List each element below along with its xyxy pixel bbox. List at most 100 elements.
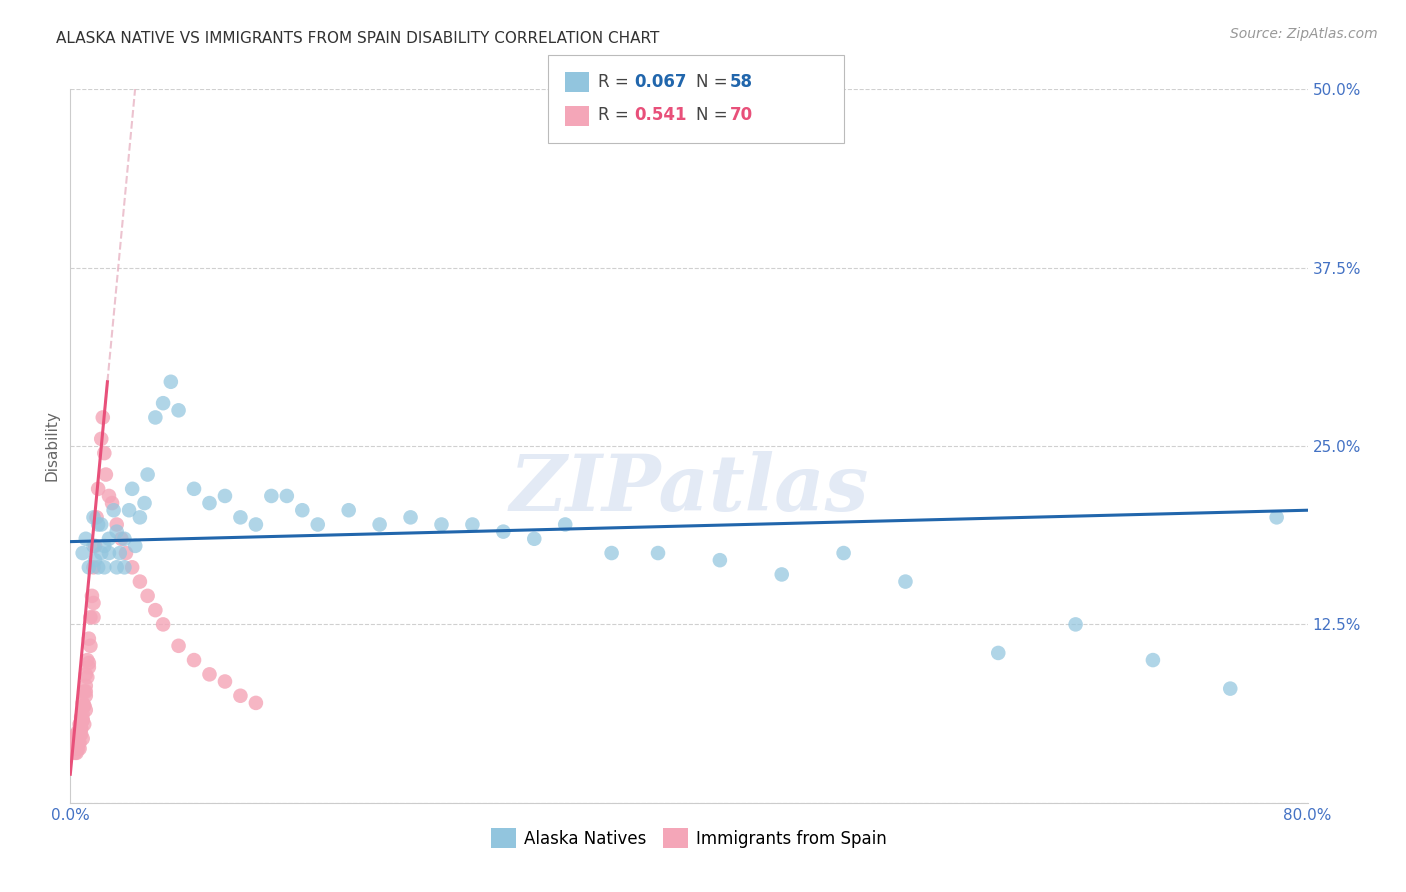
Point xyxy=(72,731,94,746)
Text: N =: N = xyxy=(696,72,733,90)
Point xyxy=(368,517,391,532)
Point xyxy=(80,589,103,603)
Text: 70: 70 xyxy=(730,106,752,124)
Point xyxy=(145,603,166,617)
Point xyxy=(77,560,100,574)
Point xyxy=(72,707,94,722)
Point xyxy=(82,596,105,610)
Point xyxy=(492,524,515,539)
Point xyxy=(894,574,917,589)
Point xyxy=(245,517,267,532)
Point xyxy=(90,546,112,560)
Point xyxy=(276,489,298,503)
Point xyxy=(70,722,93,736)
Point xyxy=(770,567,793,582)
Point xyxy=(73,698,96,713)
Point xyxy=(554,517,576,532)
Point xyxy=(79,610,101,624)
Point xyxy=(98,546,120,560)
Point xyxy=(1064,617,1087,632)
Point xyxy=(63,746,86,760)
Point xyxy=(84,553,107,567)
Point xyxy=(523,532,546,546)
Point xyxy=(82,510,105,524)
Point xyxy=(67,731,90,746)
Point xyxy=(63,731,86,746)
Point xyxy=(77,660,100,674)
Point xyxy=(105,560,128,574)
Point xyxy=(136,589,159,603)
Point xyxy=(67,736,90,750)
Point xyxy=(129,510,152,524)
Point xyxy=(1142,653,1164,667)
Point xyxy=(183,482,205,496)
Point xyxy=(183,653,205,667)
Point xyxy=(105,517,128,532)
Text: 58: 58 xyxy=(730,72,752,90)
Point xyxy=(115,546,138,560)
Point xyxy=(69,727,91,741)
Point xyxy=(67,724,90,739)
Point xyxy=(72,696,94,710)
Point xyxy=(73,717,96,731)
Point xyxy=(65,741,87,756)
Point xyxy=(709,553,731,567)
Point xyxy=(82,539,105,553)
Text: 0.067: 0.067 xyxy=(634,72,686,90)
Point xyxy=(198,667,221,681)
Point xyxy=(105,524,128,539)
Point xyxy=(87,560,110,574)
Point xyxy=(93,560,115,574)
Point xyxy=(72,713,94,727)
Point xyxy=(69,741,91,756)
Point xyxy=(72,546,94,560)
Point xyxy=(73,698,96,713)
Point xyxy=(69,717,91,731)
Point xyxy=(229,689,252,703)
Point xyxy=(62,739,84,753)
Point xyxy=(152,617,174,632)
Point xyxy=(832,546,855,560)
Point xyxy=(118,503,141,517)
Point xyxy=(75,667,97,681)
Text: R =: R = xyxy=(598,106,634,124)
Point xyxy=(136,467,159,482)
Text: ALASKA NATIVE VS IMMIGRANTS FROM SPAIN DISABILITY CORRELATION CHART: ALASKA NATIVE VS IMMIGRANTS FROM SPAIN D… xyxy=(56,31,659,46)
Point xyxy=(84,539,107,553)
Point xyxy=(114,560,135,574)
Point xyxy=(72,713,94,727)
Point xyxy=(101,496,124,510)
Point xyxy=(461,517,484,532)
Point xyxy=(987,646,1010,660)
Point xyxy=(90,517,112,532)
Point xyxy=(152,396,174,410)
Point xyxy=(307,517,329,532)
Point xyxy=(291,503,314,517)
Point xyxy=(94,467,117,482)
Point xyxy=(87,517,110,532)
Point xyxy=(75,532,97,546)
Point xyxy=(430,517,453,532)
Point xyxy=(399,510,422,524)
Text: 0.541: 0.541 xyxy=(634,106,686,124)
Point xyxy=(114,532,135,546)
Point xyxy=(93,539,115,553)
Text: R =: R = xyxy=(598,72,634,90)
Point xyxy=(65,727,87,741)
Point xyxy=(124,539,146,553)
Point xyxy=(198,496,221,510)
Point xyxy=(134,496,156,510)
Point xyxy=(70,727,93,741)
Point xyxy=(63,741,86,756)
Point xyxy=(600,546,623,560)
Y-axis label: Disability: Disability xyxy=(44,410,59,482)
Point xyxy=(121,482,143,496)
Point xyxy=(75,689,97,703)
Text: Source: ZipAtlas.com: Source: ZipAtlas.com xyxy=(1230,27,1378,41)
Point xyxy=(75,684,97,698)
Point xyxy=(75,679,97,693)
Point xyxy=(229,510,252,524)
Point xyxy=(214,489,236,503)
Point xyxy=(337,503,360,517)
Point xyxy=(65,736,87,750)
